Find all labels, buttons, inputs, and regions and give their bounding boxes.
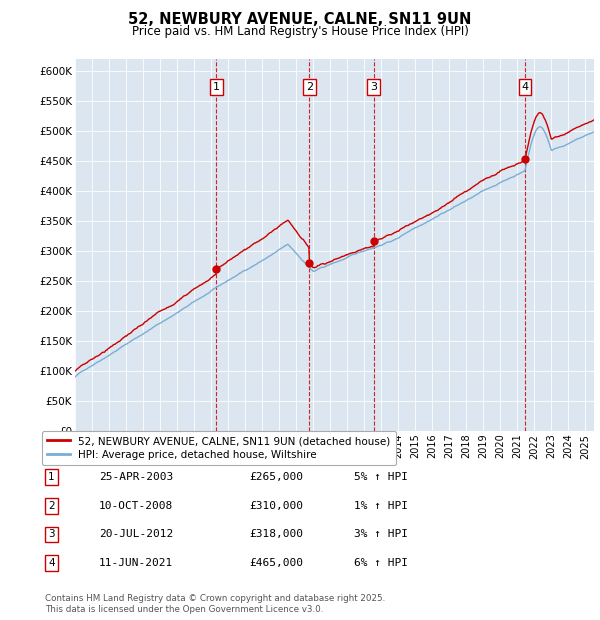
Text: 3: 3 xyxy=(370,82,377,92)
Text: £265,000: £265,000 xyxy=(249,472,303,482)
Text: 2: 2 xyxy=(48,501,55,511)
Text: 25-APR-2003: 25-APR-2003 xyxy=(99,472,173,482)
Text: 11-JUN-2021: 11-JUN-2021 xyxy=(99,558,173,568)
Text: 52, NEWBURY AVENUE, CALNE, SN11 9UN: 52, NEWBURY AVENUE, CALNE, SN11 9UN xyxy=(128,12,472,27)
Text: £310,000: £310,000 xyxy=(249,501,303,511)
Text: £318,000: £318,000 xyxy=(249,529,303,539)
Text: 3: 3 xyxy=(48,529,55,539)
Text: 2: 2 xyxy=(306,82,313,92)
Text: 10-OCT-2008: 10-OCT-2008 xyxy=(99,501,173,511)
Text: 4: 4 xyxy=(48,558,55,568)
Text: Contains HM Land Registry data © Crown copyright and database right 2025.
This d: Contains HM Land Registry data © Crown c… xyxy=(45,595,385,614)
Text: £465,000: £465,000 xyxy=(249,558,303,568)
Text: Price paid vs. HM Land Registry's House Price Index (HPI): Price paid vs. HM Land Registry's House … xyxy=(131,25,469,38)
Text: 20-JUL-2012: 20-JUL-2012 xyxy=(99,529,173,539)
Text: 5% ↑ HPI: 5% ↑ HPI xyxy=(354,472,408,482)
Text: 1: 1 xyxy=(213,82,220,92)
Legend: 52, NEWBURY AVENUE, CALNE, SN11 9UN (detached house), HPI: Average price, detach: 52, NEWBURY AVENUE, CALNE, SN11 9UN (det… xyxy=(42,431,396,466)
Text: 1: 1 xyxy=(48,472,55,482)
Text: 4: 4 xyxy=(521,82,529,92)
Text: 1% ↑ HPI: 1% ↑ HPI xyxy=(354,501,408,511)
Text: 6% ↑ HPI: 6% ↑ HPI xyxy=(354,558,408,568)
Text: 3% ↑ HPI: 3% ↑ HPI xyxy=(354,529,408,539)
